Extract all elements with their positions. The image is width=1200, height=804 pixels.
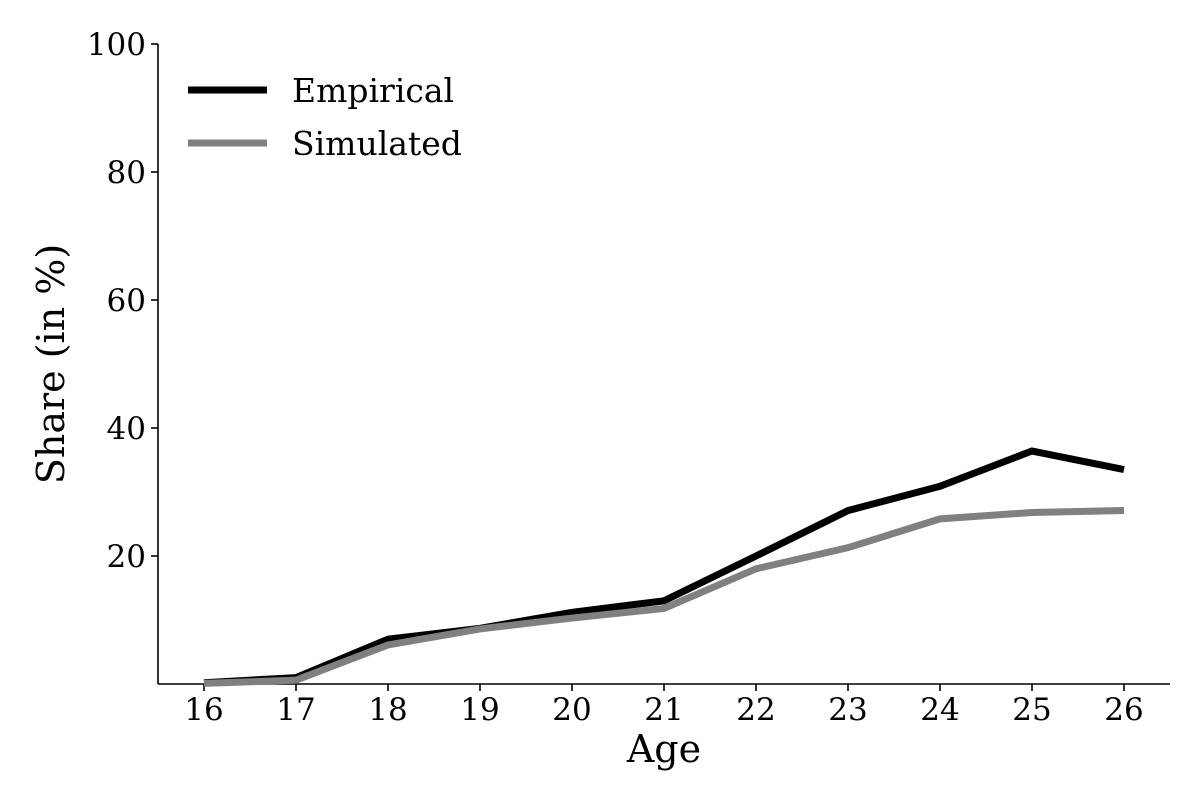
x-tick-label: 26 — [1104, 692, 1143, 728]
y-tick-label: 100 — [87, 27, 146, 63]
x-ticks: 16 17 18 19 20 21 22 23 24 25 26 — [184, 684, 1144, 728]
y-ticks: 20 40 60 80 100 — [87, 27, 158, 575]
x-tick-label: 18 — [368, 692, 407, 728]
x-tick-label: 20 — [552, 692, 591, 728]
x-tick-label: 17 — [276, 692, 315, 728]
series-line-empirical — [203, 447, 1125, 687]
y-tick-label: 60 — [107, 283, 146, 319]
legend-label-empirical: Empirical — [292, 71, 454, 110]
y-tick-label: 40 — [107, 411, 146, 447]
x-tick-label: 21 — [644, 692, 683, 728]
x-tick-label: 16 — [184, 692, 223, 728]
y-tick-label: 80 — [107, 155, 146, 191]
series-line-simulated — [203, 507, 1125, 687]
y-tick-label: 20 — [107, 539, 146, 575]
x-axis-title: Age — [626, 727, 701, 771]
x-tick-label: 23 — [828, 692, 867, 728]
x-tick-label: 22 — [736, 692, 775, 728]
x-tick-label: 24 — [920, 692, 959, 728]
series-lines — [203, 447, 1125, 687]
x-tick-label: 25 — [1012, 692, 1051, 728]
legend-label-simulated: Simulated — [292, 124, 462, 163]
x-tick-label: 19 — [460, 692, 499, 728]
y-axis-title: Share (in %) — [29, 244, 73, 484]
legend: Empirical Simulated — [188, 71, 462, 163]
